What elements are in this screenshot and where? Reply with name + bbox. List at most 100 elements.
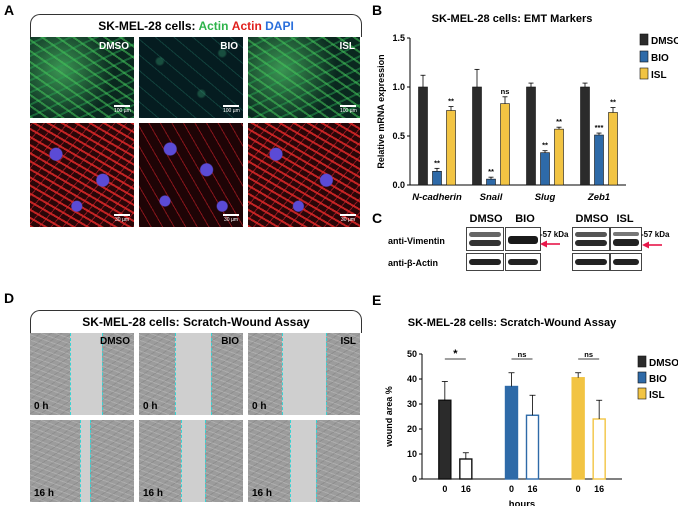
scratch-image-dmso-0h: DMSO 0 h — [30, 333, 134, 415]
scratch-image-isl-16h: 16 h — [248, 420, 360, 502]
x-tick-label: 0 — [509, 484, 514, 494]
banner-prefix: SK-MEL-28 cells: — [98, 19, 199, 33]
scratch-image-bio-0h: BIO 0 h — [139, 333, 243, 415]
legend-label: ISL — [649, 390, 665, 401]
y-tick-label: 50 — [407, 349, 417, 359]
y-tick-label: 1.0 — [392, 82, 405, 92]
scratch-image-dmso-16h: 16 h — [30, 420, 134, 502]
y-axis-label: wound area % — [384, 386, 394, 448]
panel-d-banner: SK-MEL-28 cells: Scratch-Wound Assay — [30, 310, 362, 333]
y-tick-label: 0.0 — [392, 180, 405, 190]
micrograph-zoom-isl: 30 µm — [248, 123, 360, 227]
x-tick-label: 0 — [576, 484, 581, 494]
y-tick-label: 0 — [412, 474, 417, 484]
micrograph-actin-isl: ISL 100 µm — [248, 37, 360, 118]
banner-actin-green: Actin — [198, 19, 229, 33]
chart-title: SK-MEL-28 cells: Scratch-Wound Assay — [408, 317, 617, 329]
micrograph-zoom-dmso: 30 µm — [30, 123, 134, 227]
time-label: 16 h — [143, 488, 164, 499]
bar — [608, 112, 618, 186]
significance-label: * — [453, 348, 458, 360]
blot-header-dmso-1: DMSO — [469, 213, 503, 225]
micrograph-label: DMSO — [99, 41, 129, 52]
blot-row-actin: anti-β-Actin — [388, 258, 438, 268]
significance-label: ** — [542, 141, 548, 150]
bar — [594, 134, 604, 186]
legend-swatch — [639, 50, 649, 63]
kda-label-1: -57 kDa — [540, 230, 569, 239]
blot-row-vimentin: anti-Vimentin — [388, 236, 445, 246]
x-axis-label: hours — [509, 499, 535, 506]
bar — [526, 86, 536, 186]
significance-label: *** — [595, 123, 604, 132]
blot-vimentin-dmso — [466, 227, 504, 251]
legend-label: BIO — [651, 53, 669, 64]
scale-bar: 30 µm — [223, 214, 239, 223]
x-category-label: Snail — [480, 192, 503, 203]
wound-assay-chart: SK-MEL-28 cells: Scratch-Wound Assay 0 10 2… — [384, 317, 678, 506]
y-tick-label: 40 — [407, 374, 417, 384]
significance-label: ** — [434, 158, 440, 167]
emt-markers-chart: SK-MEL-28 cells: EMT Markers 0.0 0.5 1.0 1.5… — [376, 13, 678, 203]
y-tick-label: 30 — [407, 399, 417, 409]
y-tick-label: 1.5 — [392, 33, 405, 43]
x-tick-label: 16 — [527, 484, 537, 494]
blot-vimentin-dmso-2 — [572, 227, 610, 251]
panel-a-banner: SK-MEL-28 cells: Actin Actin DAPI — [30, 14, 362, 37]
significance-label: ** — [448, 97, 454, 106]
blot-header-bio: BIO — [515, 213, 535, 225]
scale-text: 30 µm — [341, 217, 355, 223]
scale-bar: 100 µm — [340, 105, 357, 114]
bar — [418, 86, 428, 186]
micrograph-actin-dmso: DMSO 100 µm — [30, 37, 134, 118]
bar — [459, 458, 473, 480]
significance-label: ns — [584, 350, 593, 359]
legend-swatch — [637, 355, 647, 368]
banner-dapi: DAPI — [265, 19, 294, 33]
arrow-icon — [642, 241, 662, 249]
blot-actin-isl — [610, 253, 642, 271]
bar — [554, 128, 564, 186]
time-label: 16 h — [34, 488, 55, 499]
bar — [525, 414, 540, 480]
y-tick-label: 20 — [407, 424, 417, 434]
x-category-label: Slug — [535, 192, 556, 203]
y-tick-label: 0.5 — [392, 131, 405, 141]
bar — [504, 385, 519, 480]
scale-text: 100 µm — [340, 108, 357, 114]
panel-c-letter: C — [372, 210, 383, 226]
bar — [438, 399, 452, 480]
significance-label: ** — [488, 167, 494, 176]
panel-a-letter: A — [4, 2, 15, 18]
legend-swatch — [637, 387, 647, 400]
time-label: 0 h — [143, 401, 158, 412]
legend-label: DMSO — [649, 358, 678, 369]
kda-label-2: -57 kDa — [641, 230, 670, 239]
blot-actin-dmso-2 — [572, 253, 610, 271]
time-label: 16 h — [252, 488, 273, 499]
panel-b-letter: B — [372, 2, 383, 18]
bar — [540, 152, 550, 186]
blot-vimentin-bio — [505, 227, 541, 251]
chart-title: SK-MEL-28 cells: EMT Markers — [432, 13, 593, 25]
bar — [446, 110, 456, 186]
banner-actin-red: Actin — [231, 19, 262, 33]
x-tick-label: 16 — [461, 484, 471, 494]
micrograph-zoom-bio: 30 µm — [139, 123, 243, 227]
bar — [500, 103, 510, 186]
x-category-label: Zeb1 — [587, 192, 610, 203]
micrograph-label: ISL — [339, 41, 355, 52]
legend-label: BIO — [649, 374, 667, 385]
micrograph-label: BIO — [220, 41, 238, 52]
legend-swatch — [637, 371, 647, 384]
significance-label: ** — [610, 98, 616, 107]
legend-swatch — [639, 33, 649, 46]
scratch-image-isl-0h: ISL 0 h — [248, 333, 360, 415]
time-label: 0 h — [34, 401, 49, 412]
bar — [571, 377, 585, 480]
bar — [472, 86, 482, 186]
bar — [592, 418, 606, 480]
arrow-icon — [540, 240, 560, 248]
blot-actin-dmso — [466, 253, 504, 271]
x-tick-label: 0 — [442, 484, 447, 494]
